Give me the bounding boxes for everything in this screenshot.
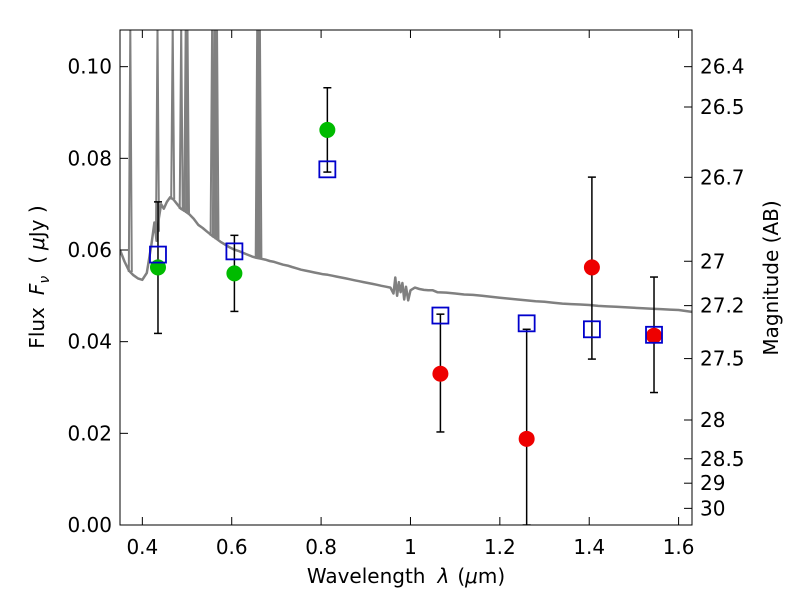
emission-line — [155, 30, 160, 232]
y2-tick-label: 27.2 — [700, 294, 745, 318]
y2-tick-label: 26.7 — [700, 165, 745, 189]
y-tick-label: 0.04 — [67, 330, 112, 354]
y-tick-label: 0.02 — [67, 421, 112, 445]
y2-tick-label: 26.5 — [700, 95, 745, 119]
data-point-square — [318, 160, 337, 179]
x-tick-label: 0.6 — [216, 535, 248, 559]
data-point-square — [517, 314, 536, 333]
y2-axis-label: Magnitude (AB) — [759, 200, 783, 355]
y-tick-label: 0.08 — [67, 146, 112, 170]
data-point-circle — [518, 430, 535, 447]
emission-line — [257, 30, 263, 259]
x-axis-label: Wavelength λ (μm) — [307, 564, 505, 588]
y2-tick-label: 30 — [700, 496, 725, 520]
data-point-square — [583, 320, 601, 339]
x-tick-label: 1.2 — [484, 535, 516, 559]
y2-tick-label: 29 — [700, 471, 725, 495]
x-tick-label: 1.4 — [573, 535, 605, 559]
data-point-circle — [319, 121, 336, 138]
model-spectrum — [120, 30, 692, 314]
axis-ticks: 0.4 0.6 0.8 1 1.2 1.4 1.6 0.00 0.02 0.04 0.06 0.08 0… — [67, 30, 745, 559]
data-point-square — [149, 245, 167, 264]
y-tick-label: 0.06 — [67, 238, 112, 262]
emission-line — [214, 30, 220, 240]
y2-tick-label: 27 — [700, 249, 725, 273]
emission-line — [127, 30, 133, 273]
data-points — [149, 121, 663, 447]
data-point-circle — [646, 327, 663, 344]
emission-line — [185, 30, 190, 214]
y2-tick-label: 28.5 — [700, 447, 745, 471]
y2-tick-label: 28 — [700, 408, 725, 432]
emission-line — [170, 30, 176, 200]
x-tick-label: 1 — [404, 535, 417, 559]
data-point-circle — [432, 365, 449, 382]
emission-line — [178, 30, 184, 210]
data-point-square — [645, 325, 663, 344]
y2-tick-label: 26.4 — [700, 55, 745, 79]
data-point-square — [431, 306, 450, 325]
data-point-circle — [226, 265, 243, 282]
y-tick-label: 0.10 — [67, 55, 112, 79]
x-tick-label: 0.8 — [305, 535, 337, 559]
data-point-circle — [583, 259, 600, 276]
x-tick-label: 1.6 — [663, 535, 695, 559]
plot-frame — [119, 29, 693, 526]
y-tick-label: 0.00 — [67, 513, 112, 537]
y2-tick-label: 27.5 — [700, 347, 745, 371]
data-point-square — [225, 242, 244, 261]
x-tick-label: 0.4 — [126, 535, 158, 559]
y-axis-label: FluxFν(μJy ) — [25, 205, 53, 348]
